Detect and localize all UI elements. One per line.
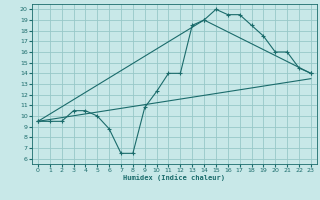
X-axis label: Humidex (Indice chaleur): Humidex (Indice chaleur) [124,175,225,181]
